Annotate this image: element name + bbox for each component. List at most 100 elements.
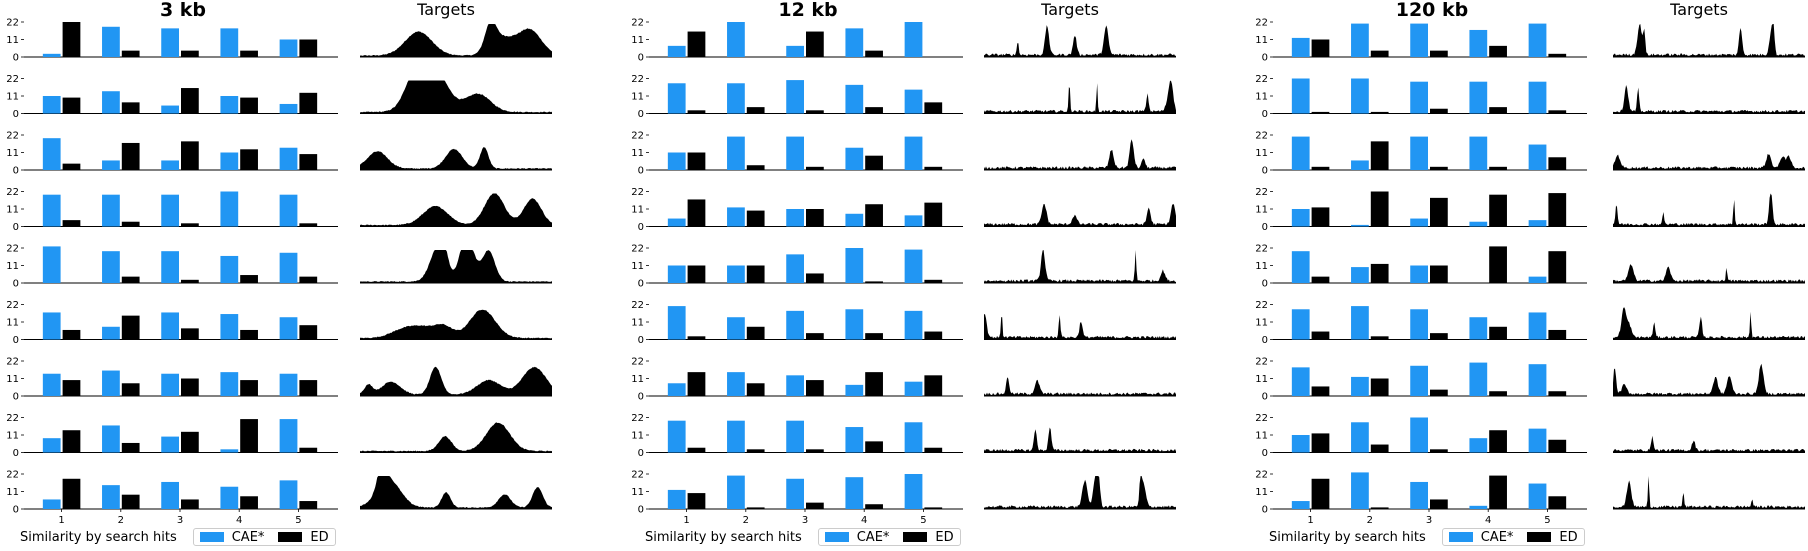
bar-ed	[299, 276, 318, 283]
y-tick-label: 0	[1262, 448, 1268, 459]
x-tick-label: 2	[743, 515, 749, 526]
target-track	[984, 314, 1176, 340]
bar-ed	[1489, 107, 1507, 114]
bar-ed	[299, 92, 318, 114]
y-tick-label: 0	[1262, 222, 1268, 233]
y-tick-label: 0	[13, 335, 19, 346]
x-tick-label: 2	[1367, 515, 1373, 526]
bar-ed	[1430, 265, 1448, 283]
y-tick-label: 0	[638, 109, 644, 120]
bar-ed	[924, 166, 943, 170]
bar-ed	[240, 149, 258, 170]
y-tick-label: 0	[638, 505, 644, 516]
bar-cae	[786, 310, 804, 340]
bar-cae	[102, 485, 120, 509]
bar-ed	[121, 221, 140, 227]
y-tick-label: 22	[631, 300, 644, 311]
bar-cae	[1528, 276, 1547, 283]
bar-ed	[62, 478, 81, 509]
y-tick-label: 11	[6, 431, 19, 442]
y-tick-label: 22	[631, 74, 644, 85]
target-track	[984, 139, 1176, 170]
y-tick-label: 22	[1255, 18, 1268, 29]
y-tick-label: 0	[1262, 53, 1268, 64]
bar-cae	[102, 425, 120, 453]
y-tick-label: 22	[1255, 470, 1268, 481]
bar-cae	[904, 215, 923, 227]
x-tick-label: 4	[236, 515, 242, 526]
legend-text-ed: ED	[1559, 529, 1578, 545]
bar-ed	[746, 449, 765, 453]
y-tick-label: 22	[1255, 413, 1268, 424]
bar-cae	[727, 475, 745, 509]
legend-swatch-ed	[278, 532, 303, 542]
target-track	[360, 193, 552, 227]
bar-ed	[121, 276, 140, 283]
bar-cae	[220, 486, 239, 509]
bar-cae	[904, 249, 923, 283]
bar-cae	[1410, 136, 1428, 170]
y-tick-label: 11	[6, 205, 19, 216]
bar-ed	[865, 281, 883, 283]
target-track	[1613, 24, 1805, 57]
bar-ed	[746, 107, 765, 114]
bar-cae	[1469, 221, 1488, 227]
bar-cae	[786, 80, 804, 114]
bar-ed	[181, 50, 199, 57]
bar-cae	[42, 438, 61, 453]
legend-item-ed: ED	[278, 530, 329, 545]
bar-ed	[1489, 391, 1507, 396]
bar-ed	[1370, 507, 1389, 509]
bar-cae	[1291, 209, 1310, 227]
y-tick-label: 11	[1255, 35, 1268, 46]
bar-ed	[687, 493, 706, 509]
y-tick-label: 11	[6, 318, 19, 329]
bar-cae	[279, 39, 298, 57]
bar-ed	[1489, 326, 1507, 340]
bar-ed	[865, 50, 883, 57]
bar-cae	[102, 194, 120, 227]
bar-cae	[1469, 136, 1488, 170]
y-tick-label: 0	[1262, 166, 1268, 177]
bar-ed	[806, 380, 824, 396]
bar-ed	[299, 154, 318, 170]
bar-cae	[1528, 428, 1547, 453]
bar-ed	[1489, 246, 1507, 283]
bar-cae	[1410, 365, 1428, 396]
y-tick-label: 22	[6, 300, 19, 311]
bar-cae	[1528, 364, 1547, 396]
bar-ed	[181, 141, 199, 170]
y-tick-label: 11	[1255, 261, 1268, 272]
bar-cae	[42, 373, 61, 396]
bar-cae	[1351, 306, 1369, 340]
bar-ed	[1489, 166, 1507, 170]
bar-ed	[865, 155, 883, 170]
legend-box: CAE* ED	[192, 528, 336, 546]
bar-cae	[220, 28, 239, 57]
y-tick-label: 22	[6, 74, 19, 85]
bar-ed	[181, 499, 199, 509]
bar-cae	[1291, 78, 1310, 114]
bar-ed	[687, 447, 706, 453]
bar-ed	[181, 328, 199, 340]
bar-cae	[279, 419, 298, 453]
bar-cae	[667, 218, 686, 227]
bar-ed	[1548, 391, 1567, 396]
bar-ed	[746, 210, 765, 227]
bar-ed	[1311, 331, 1330, 340]
bar-ed	[62, 430, 81, 453]
bar-cae	[727, 265, 745, 283]
bar-ed	[1311, 433, 1330, 453]
bar-ed	[299, 447, 318, 453]
x-tick-label: 3	[802, 515, 808, 526]
legend-item-ed: ED	[903, 530, 954, 545]
y-tick-label: 22	[6, 357, 19, 368]
y-tick-label: 0	[13, 448, 19, 459]
bar-ed	[924, 202, 943, 227]
target-track	[1613, 264, 1805, 283]
legend-item-cae: CAE*	[824, 530, 889, 545]
bar-cae	[1410, 23, 1428, 57]
bar-cae	[1469, 29, 1488, 57]
bar-cae	[102, 326, 120, 340]
